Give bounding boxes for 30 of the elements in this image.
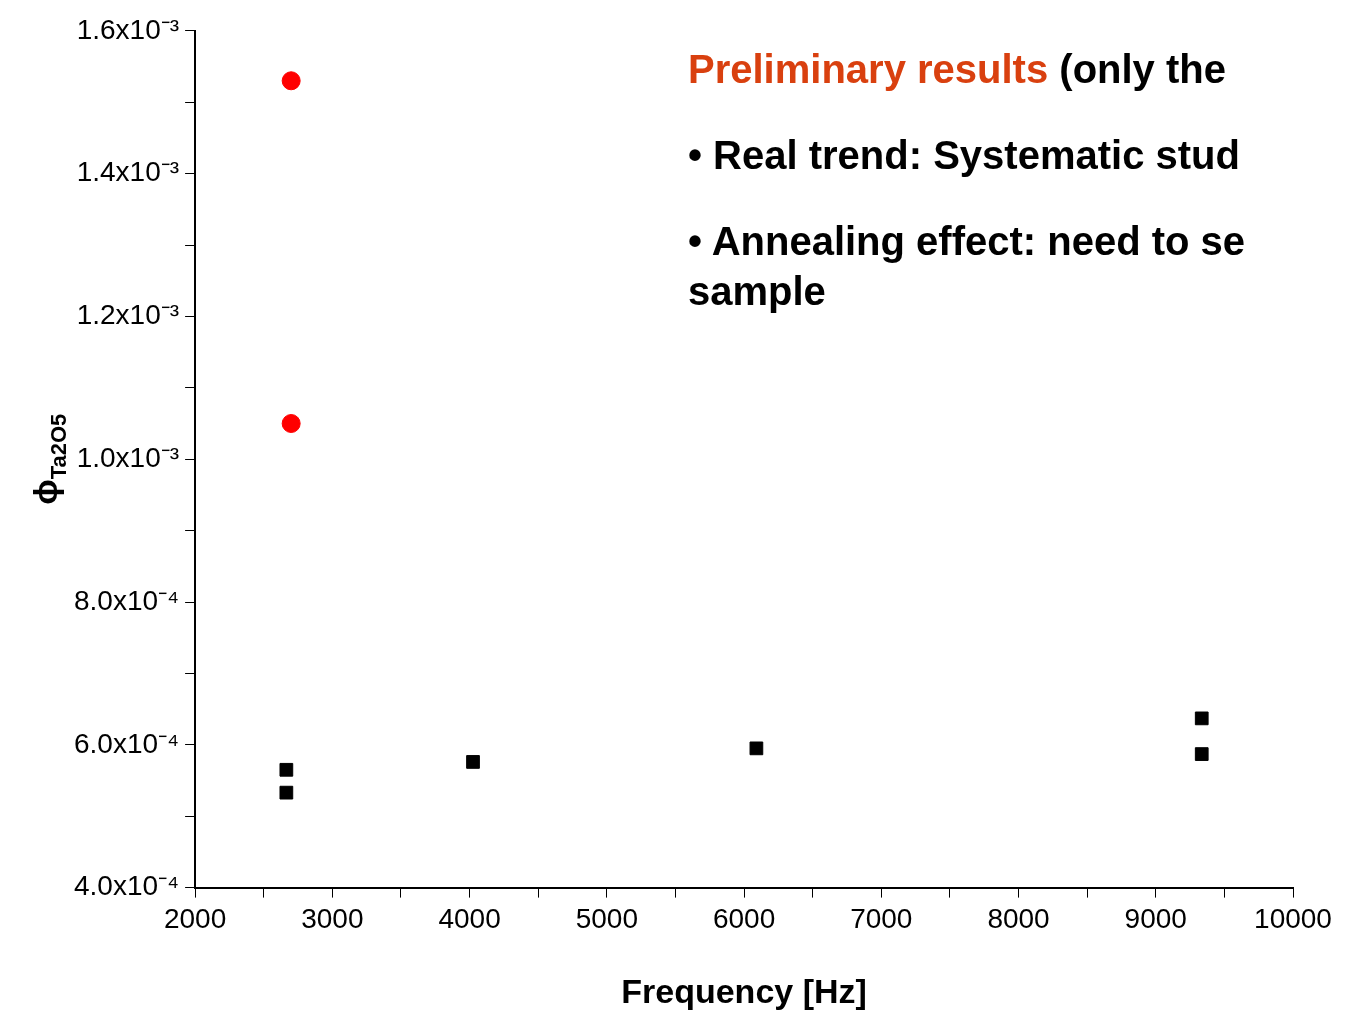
x-tick-label: 10000: [1254, 903, 1332, 935]
point: [1194, 711, 1209, 726]
y-tick-label: 4.0x10⁻⁴: [73, 870, 180, 902]
annotation: Preliminary results: [688, 47, 1049, 91]
y-tick-label: 8.0x10⁻⁴: [73, 584, 180, 616]
y-axis-title: ϕTa2O5: [26, 413, 72, 505]
point: [279, 785, 294, 800]
annotation: (only the: [1059, 47, 1226, 91]
y-tick-label: 1.4x10⁻³: [76, 156, 180, 188]
y-tick-label: 1.2x10⁻³: [76, 299, 180, 331]
y-tick-label: 1.0x10⁻³: [76, 441, 180, 473]
point: [749, 741, 764, 756]
x-tick-label: 7000: [850, 903, 913, 935]
x-tick-label: 5000: [575, 903, 638, 935]
x-tick-label: 8000: [987, 903, 1050, 935]
point: [281, 414, 301, 433]
point: [281, 71, 301, 91]
y-tick-label: 1.6x10⁻³: [76, 13, 180, 45]
point: [1194, 747, 1209, 761]
x-axis-title: Frequency [Hz]: [621, 971, 867, 1010]
point: [279, 762, 294, 777]
point: [466, 755, 480, 769]
x-tick-label: 9000: [1124, 903, 1187, 935]
x-tick-label: 2000: [163, 903, 227, 935]
annotation: • Real trend: Systematic stud: [688, 132, 1241, 179]
x-tick-label: 3000: [301, 903, 364, 935]
x-tick-label: 6000: [712, 903, 776, 935]
y-tick-label: 6.0x10⁻⁴: [73, 727, 180, 759]
x-tick-label: 4000: [438, 903, 501, 935]
annotation: • Annealing effect: need to se sample: [688, 218, 1247, 315]
